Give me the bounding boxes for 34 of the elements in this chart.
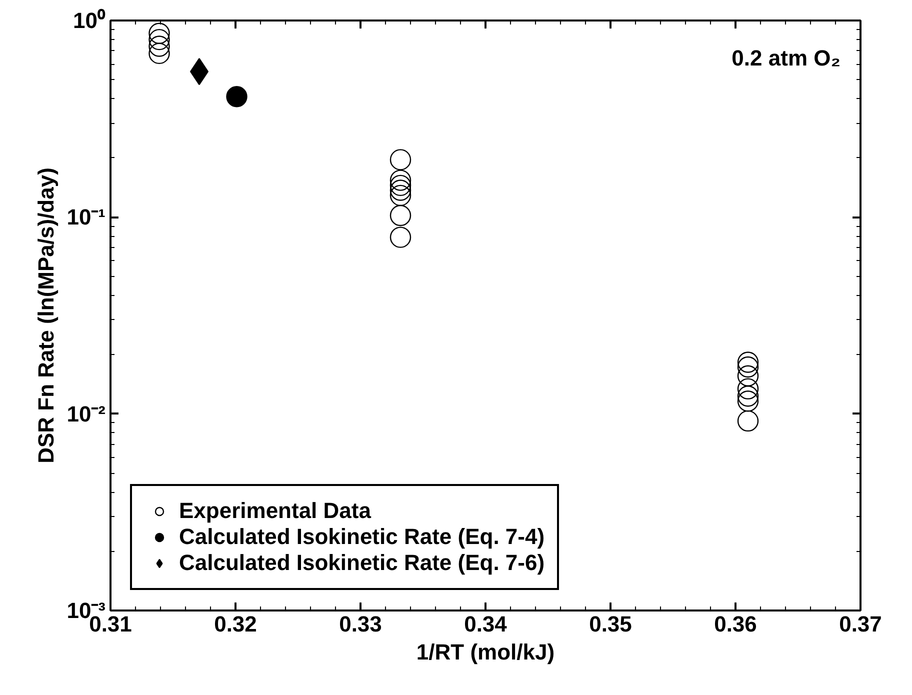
point <box>737 410 759 432</box>
x-tick-label: 0.33 <box>339 612 382 636</box>
point <box>148 22 170 44</box>
point <box>737 365 759 386</box>
point <box>737 390 759 412</box>
x-axis-title: 1/RT (mol/kJ) <box>416 640 555 664</box>
point <box>737 378 759 400</box>
annotation: 0.2 atm O₂ <box>732 46 841 70</box>
x-tick-label: 0.36 <box>714 612 757 636</box>
y-axis-title: DSR Fn Rate (ln(MPa/s)/day) <box>34 168 59 464</box>
point <box>737 356 759 378</box>
point <box>390 180 412 201</box>
point <box>148 28 170 50</box>
point <box>390 174 412 196</box>
legend-label: Calculated Isokinetic Rate (Eq. 7-4) <box>179 524 545 550</box>
legend-label: Calculated Isokinetic Rate (Eq. 7-6) <box>179 550 545 576</box>
point <box>390 204 412 226</box>
point <box>737 386 759 407</box>
point <box>390 226 412 248</box>
x-tick-label: 0.35 <box>589 612 632 636</box>
y-tick-label: 10⁻² <box>66 401 106 426</box>
legend-label: Experimental Data <box>179 498 371 524</box>
point <box>390 170 412 191</box>
y-tick-label: 10⁻¹ <box>66 204 106 230</box>
x-tick-label: 0.32 <box>214 612 257 636</box>
point <box>148 36 170 57</box>
point <box>737 352 759 373</box>
point <box>226 86 248 108</box>
point <box>390 149 412 170</box>
point <box>390 184 412 206</box>
x-tick-label: 0.37 <box>839 612 882 636</box>
x-tick-label: 0.34 <box>464 612 508 636</box>
point <box>148 42 170 64</box>
y-tick-label: 10⁰ <box>73 8 106 33</box>
